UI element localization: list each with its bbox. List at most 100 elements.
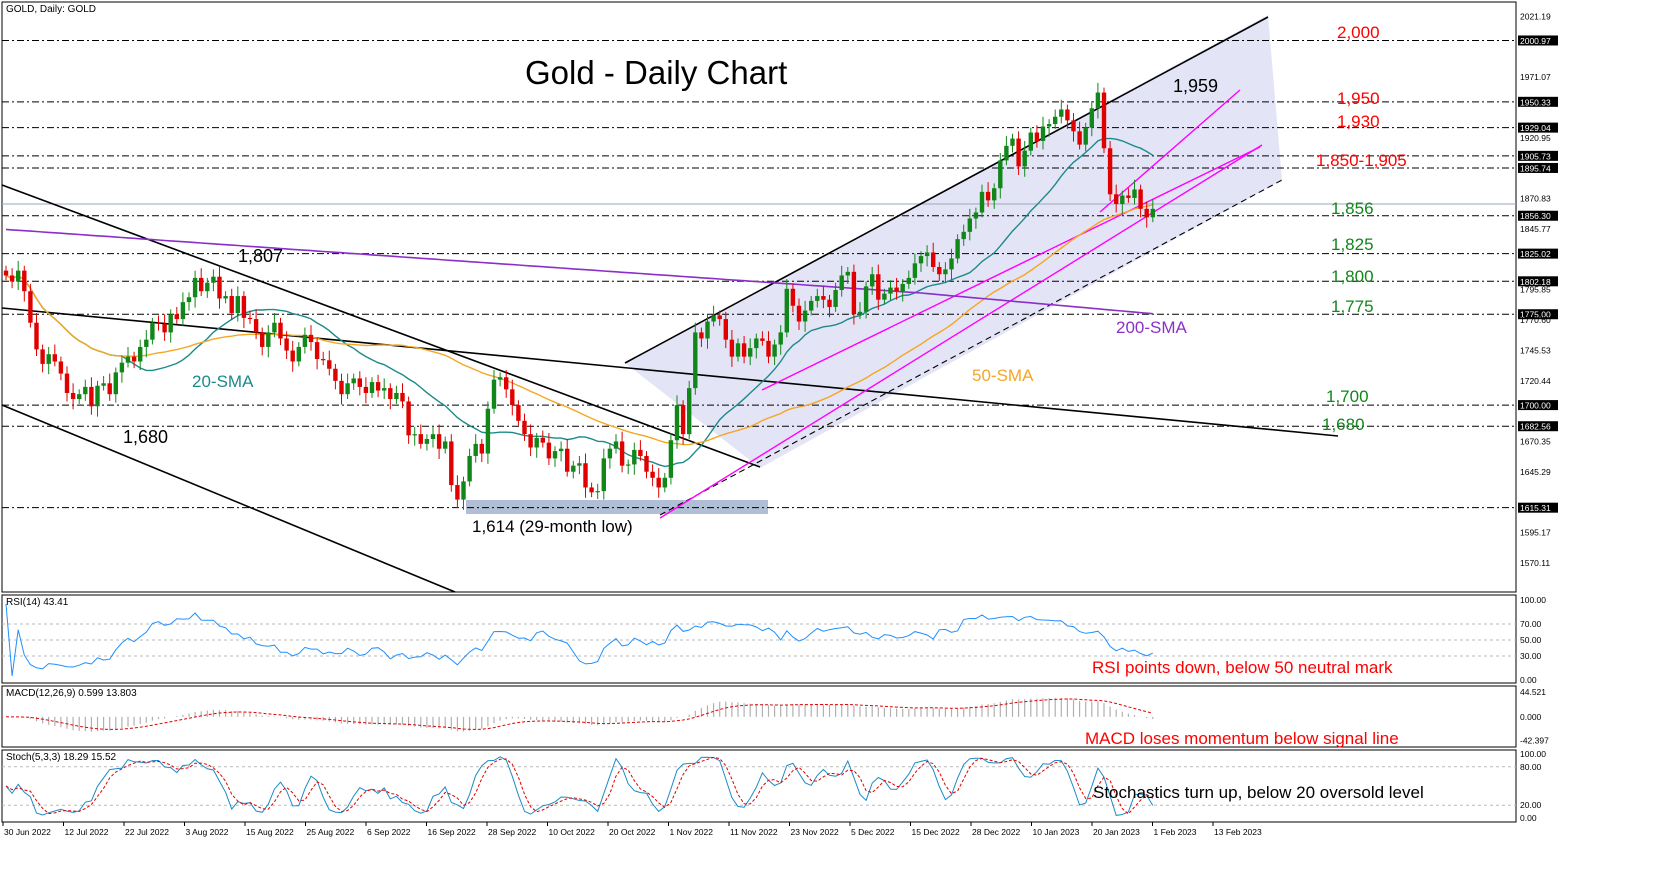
candle-body	[1132, 189, 1137, 198]
candle-body	[333, 368, 338, 381]
candle-body	[357, 378, 362, 387]
pink-line-2	[761, 146, 1261, 391]
candle-body	[931, 252, 936, 267]
stoch-k-line	[5, 756, 1154, 816]
macd-panel-frame	[1, 685, 1517, 748]
date-tick-label: 20 Jan 2023	[1093, 827, 1140, 837]
candle-body	[162, 323, 167, 333]
level-label: 1,856	[1331, 199, 1374, 218]
candle-body	[455, 485, 460, 500]
candle-body	[260, 332, 265, 347]
candle-body	[857, 311, 863, 315]
candle-body	[504, 377, 509, 390]
candle-body	[845, 271, 850, 276]
candle-body	[28, 291, 33, 323]
price-tick-label: 1802.18	[1520, 277, 1551, 287]
level-label: 1,825	[1331, 235, 1374, 254]
candle-body	[375, 382, 381, 391]
candle-body	[284, 338, 289, 351]
candle-body	[998, 160, 1003, 189]
candle-body	[626, 464, 631, 466]
candle-body	[156, 322, 161, 324]
candle-body	[644, 455, 649, 472]
rsi-line	[5, 603, 1154, 677]
channel-lower-dashed	[659, 179, 1283, 516]
candle-body	[534, 437, 539, 448]
candle-body	[650, 471, 655, 478]
date-tick-label: 20 Oct 2022	[609, 827, 656, 837]
price-tick-label: 1595.17	[1520, 528, 1551, 538]
candle-body	[52, 354, 57, 362]
candle-body	[577, 463, 582, 466]
candle-body	[9, 275, 15, 282]
price-tag-bg	[1518, 35, 1558, 46]
candle-body	[1071, 120, 1076, 132]
candle-body	[894, 287, 899, 292]
price-tick-label: 1570.11	[1520, 558, 1550, 568]
candle-body	[491, 379, 497, 409]
candle-body	[394, 392, 399, 400]
price-tick-label: 1971.07	[1520, 72, 1551, 82]
date-tick-label: 10 Oct 2022	[549, 827, 596, 837]
price-tick-label: 1775.00	[1520, 310, 1551, 320]
price-tag-bg	[1518, 276, 1558, 287]
candle-body	[546, 442, 552, 459]
date-tick-label: 16 Sep 2022	[428, 827, 476, 837]
candle-body	[1114, 194, 1119, 204]
candle-body	[95, 385, 100, 407]
candle-body	[705, 321, 710, 339]
candle-body	[839, 275, 844, 290]
candle-body	[1034, 132, 1040, 141]
candle-body	[150, 322, 155, 340]
candle-body	[290, 350, 295, 362]
date-tick-label: 22 Jul 2022	[125, 827, 169, 837]
candle-body	[601, 458, 606, 492]
candle-body	[247, 317, 253, 320]
descending-line-lower	[1, 404, 456, 593]
price-tag-bg	[1518, 162, 1558, 173]
candle-body	[809, 300, 814, 311]
candle-body	[595, 491, 600, 493]
candle-body	[876, 274, 881, 300]
candle-body	[64, 373, 70, 393]
candle-body	[253, 319, 259, 333]
candle-body	[632, 449, 637, 465]
candle-body	[168, 314, 173, 333]
stoch-note: Stochastics turn up, below 20 oversold l…	[1093, 783, 1424, 802]
candle-body	[772, 344, 777, 357]
candle-body	[58, 361, 64, 374]
macd-note: MACD loses momentum below signal line	[1085, 729, 1399, 748]
price-tick-label: 2021.19	[1520, 11, 1551, 21]
candle-body	[613, 441, 619, 449]
date-tick-label: 28 Dec 2022	[972, 827, 1020, 837]
candle-body	[418, 434, 423, 444]
candle-body	[833, 290, 838, 307]
candle-body	[674, 405, 680, 441]
candle-body	[1095, 92, 1101, 109]
label-50-sma: 50-SMA	[972, 366, 1034, 385]
rsi-tick-label: 30.00	[1520, 651, 1542, 661]
rsi-tick-label: 100.00	[1520, 595, 1546, 605]
candle-body	[223, 296, 228, 299]
candle-body	[22, 270, 27, 292]
candle-body	[406, 401, 411, 436]
label-20-sma: 20-SMA	[192, 372, 254, 391]
candle-body	[961, 231, 966, 240]
candle-body	[430, 434, 436, 440]
candle-body	[241, 296, 247, 318]
candle-body	[711, 315, 716, 322]
level-label: 1,930	[1337, 112, 1380, 131]
candle-body	[1089, 108, 1094, 128]
candle-body	[723, 319, 728, 340]
candle-body	[778, 332, 783, 345]
macd-tick-label: -42.397	[1520, 736, 1549, 746]
date-tick-label: 15 Aug 2022	[246, 827, 294, 837]
date-tick-label: 5 Dec 2022	[851, 827, 895, 837]
candle-body	[70, 392, 76, 400]
candle-body	[748, 348, 753, 357]
candle-body	[735, 343, 741, 357]
candle-body	[449, 441, 454, 486]
candle-body	[687, 388, 692, 435]
rsi-panel-frame	[1, 594, 1517, 684]
